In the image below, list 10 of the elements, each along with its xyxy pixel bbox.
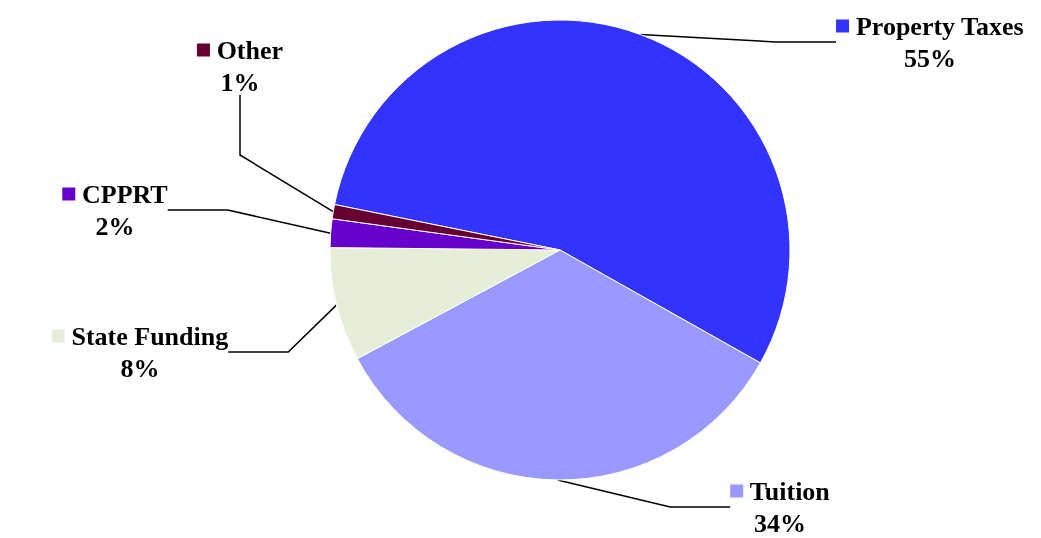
data-label: 2% xyxy=(95,211,135,241)
data-label: 1% xyxy=(220,67,260,97)
legend-label: CPPRT xyxy=(81,179,168,209)
legend-label: Tuition xyxy=(749,476,831,506)
legend-label: Property Taxes xyxy=(855,11,1024,41)
data-label: 55% xyxy=(904,43,956,73)
data-label: 34% xyxy=(754,508,806,538)
legend-label: State Funding xyxy=(71,321,229,351)
legend-label: Other xyxy=(216,35,284,65)
data-label: 8% xyxy=(120,353,160,383)
